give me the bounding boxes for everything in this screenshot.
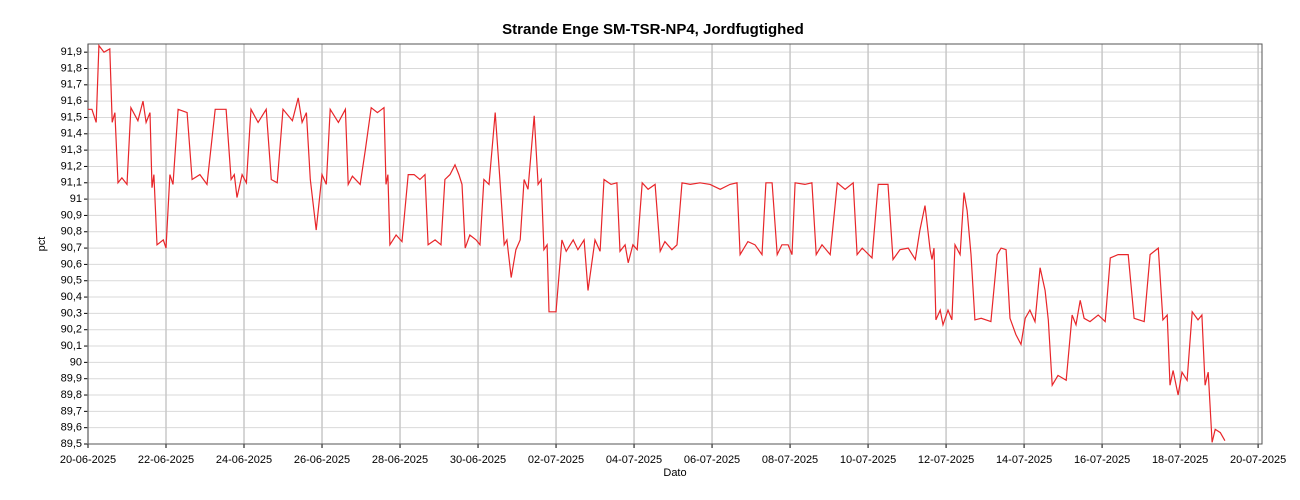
y-tick-label: 91,8 bbox=[61, 62, 82, 74]
x-tick-label: 06-07-2025 bbox=[684, 454, 740, 466]
x-tick-label: 14-07-2025 bbox=[996, 454, 1052, 466]
y-tick-label: 91 bbox=[70, 193, 82, 205]
x-tick-label: 30-06-2025 bbox=[450, 454, 506, 466]
y-tick-label: 89,6 bbox=[61, 422, 82, 434]
x-tick-label: 16-07-2025 bbox=[1074, 454, 1130, 466]
chart-title: Strande Enge SM-TSR-NP4, Jordfugtighed bbox=[502, 21, 804, 38]
y-tick-label: 90,2 bbox=[61, 324, 82, 336]
x-tick-label: 26-06-2025 bbox=[294, 454, 350, 466]
y-tick-label: 90,8 bbox=[61, 226, 82, 238]
y-tick-label: 90,3 bbox=[61, 307, 82, 319]
y-tick-label: 91,1 bbox=[61, 177, 82, 189]
x-tick-label: 10-07-2025 bbox=[840, 454, 896, 466]
x-tick-label: 20-06-2025 bbox=[60, 454, 116, 466]
y-tick-label: 90,5 bbox=[61, 275, 82, 287]
y-tick-label: 91,4 bbox=[61, 128, 82, 140]
y-tick-label: 91,2 bbox=[61, 160, 82, 172]
x-tick-label: 08-07-2025 bbox=[762, 454, 818, 466]
plot-area bbox=[88, 44, 1262, 444]
y-tick-label: 91,9 bbox=[61, 46, 82, 58]
y-tick-label: 91,6 bbox=[61, 95, 82, 107]
data-line bbox=[88, 43, 1226, 443]
x-tick-label: 04-07-2025 bbox=[606, 454, 662, 466]
y-tick-label: 89,7 bbox=[61, 405, 82, 417]
x-tick-label: 02-07-2025 bbox=[528, 454, 584, 466]
y-tick-label: 90,9 bbox=[61, 209, 82, 221]
x-tick-label: 22-06-2025 bbox=[138, 454, 194, 466]
y-tick-label: 89,5 bbox=[61, 438, 82, 450]
y-tick-label: 90,1 bbox=[61, 340, 82, 352]
plot-border bbox=[87, 43, 1263, 445]
y-tick-label: 89,8 bbox=[61, 389, 82, 401]
x-axis-label: Dato bbox=[663, 467, 686, 479]
y-tick-label: 91,7 bbox=[61, 79, 82, 91]
x-tick-label: 28-06-2025 bbox=[372, 454, 428, 466]
y-tick-label: 90,6 bbox=[61, 258, 82, 270]
x-tick-label: 24-06-2025 bbox=[216, 454, 272, 466]
x-tick-label: 12-07-2025 bbox=[918, 454, 974, 466]
x-tick-label: 18-07-2025 bbox=[1152, 454, 1208, 466]
y-tick-label: 91,3 bbox=[61, 144, 82, 156]
y-tick-label: 90,4 bbox=[61, 291, 82, 303]
y-tick-label: 90 bbox=[70, 356, 82, 368]
x-tick-label: 20-07-2025 bbox=[1230, 454, 1286, 466]
y-tick-label: 91,5 bbox=[61, 111, 82, 123]
y-tick-label: 90,7 bbox=[61, 242, 82, 254]
y-tick-label: 89,9 bbox=[61, 373, 82, 385]
y-axis-label: pct bbox=[36, 237, 48, 252]
